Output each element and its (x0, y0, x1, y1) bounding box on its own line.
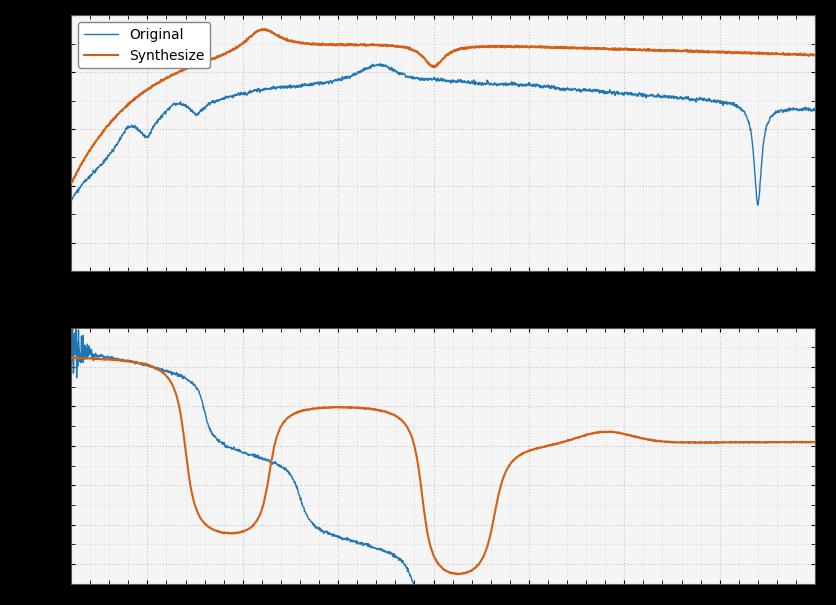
Synthesize (810, 439, 820, 446)
Synthesize (260, 25, 270, 33)
Synthesize (788, 51, 798, 58)
Synthesize (652, 47, 662, 54)
Original (66, 316, 76, 324)
Original (428, 588, 438, 595)
Original (104, 151, 114, 159)
Original (410, 588, 421, 595)
Original (752, 201, 762, 209)
Synthesize (409, 439, 419, 446)
Original (375, 60, 385, 67)
Line: Synthesize: Synthesize (71, 358, 815, 574)
Original (409, 73, 419, 80)
Original (789, 105, 799, 112)
Synthesize (409, 46, 419, 53)
Synthesize (67, 354, 77, 361)
Original (788, 588, 798, 595)
Synthesize (104, 356, 115, 363)
Synthesize (66, 354, 76, 361)
Line: Original: Original (71, 64, 815, 205)
Original (810, 107, 820, 114)
Synthesize (104, 121, 114, 128)
Original (652, 93, 662, 100)
Original (408, 580, 418, 587)
Legend: Original, Synthesize: Original, Synthesize (78, 22, 211, 68)
Original (652, 588, 662, 595)
Synthesize (428, 62, 438, 70)
Line: Original: Original (71, 320, 815, 592)
Original (789, 105, 799, 113)
Original (789, 588, 799, 595)
Original (428, 76, 438, 83)
Line: Synthesize: Synthesize (71, 29, 815, 183)
Original (66, 198, 76, 205)
Synthesize (428, 551, 438, 558)
Synthesize (452, 571, 462, 578)
Original (104, 354, 114, 361)
Synthesize (66, 180, 76, 187)
Synthesize (789, 438, 799, 445)
Synthesize (789, 51, 799, 58)
Original (810, 588, 820, 595)
Synthesize (653, 437, 663, 445)
Synthesize (789, 438, 799, 445)
Synthesize (810, 51, 820, 59)
